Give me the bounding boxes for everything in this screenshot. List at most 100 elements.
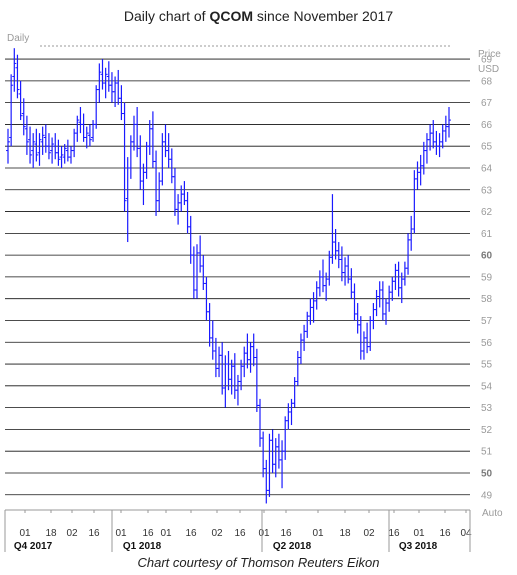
ohlc-bar [217, 346, 222, 378]
ohlc-bar [311, 292, 316, 323]
ohlc-bar [402, 261, 407, 286]
ohlc-bar [298, 333, 303, 365]
ohlc-bar [154, 150, 159, 216]
ohlc-bar [245, 333, 250, 369]
ohlc-bar [223, 355, 228, 408]
title-prefix: Daily chart of [123, 8, 210, 24]
x-tick-label: 16 [280, 528, 292, 539]
ohlc-bar [327, 250, 332, 286]
x-tick-label: 16 [142, 528, 154, 539]
ohlc-bar [109, 72, 114, 103]
periodicity-label[interactable]: Daily [7, 33, 29, 44]
y-tick-label: 60 [481, 251, 493, 262]
ohlc-bar [396, 261, 401, 297]
ohlc-bars [6, 48, 451, 504]
ohlc-bar [122, 102, 127, 212]
ohlc-bar [106, 61, 111, 92]
auto-scale-toggle[interactable]: Auto [482, 508, 503, 519]
y-tick-label: 54 [481, 381, 493, 392]
ohlc-bar [421, 141, 426, 175]
ohlc-bar [65, 139, 70, 162]
ohlc-bar [103, 67, 108, 99]
ohlc-bar [286, 403, 291, 430]
title-ticker: QCOM [209, 8, 254, 24]
ohlc-bar [390, 276, 395, 301]
ohlc-bar [226, 350, 231, 391]
ohlc-bar [34, 128, 39, 162]
y-tick-label: 67 [481, 98, 493, 109]
ohlc-bar [166, 133, 171, 168]
y-tick-label: 55 [481, 360, 493, 371]
ohlc-bar [141, 163, 146, 206]
ohlc-bar [424, 133, 429, 164]
title-suffix: since November 2017 [253, 8, 394, 24]
ohlc-bar [94, 85, 99, 129]
x-tick-label: 01 [258, 528, 270, 539]
y-tick-label: 68 [481, 76, 493, 87]
ohlc-bar [437, 133, 442, 158]
ohlc-bar [273, 438, 278, 478]
ohlc-bar [377, 281, 382, 308]
ohlc-bar [37, 133, 42, 166]
ohlc-bar [18, 80, 23, 121]
ohlc-bar [418, 154, 423, 186]
y-tick-label: 52 [481, 425, 493, 436]
ohlc-bar [179, 185, 184, 212]
ohlc-bar [207, 303, 212, 347]
ohlc-bar [251, 333, 256, 367]
ohlc-bar [56, 139, 61, 166]
x-tick-label: 01 [19, 528, 31, 539]
x-tick-label: 18 [45, 528, 57, 539]
y-tick-label: 65 [481, 142, 493, 153]
ohlc-bar [160, 133, 165, 186]
ohlc-bar [235, 374, 240, 406]
ohlc-bar [147, 120, 152, 155]
ohlc-bar [62, 144, 67, 164]
ohlc-bar [302, 324, 307, 351]
quarter-label: Q4 2017 [14, 541, 53, 552]
y-tick-label: 61 [481, 229, 493, 240]
x-tick-label: 16 [388, 528, 400, 539]
ohlc-bar [191, 246, 196, 299]
ohlc-bar [317, 270, 322, 297]
price-axis: 49 50 51 52 53 54 55 56 57 58 59 60 61 62 63 64 65 66 67 68… [481, 55, 493, 502]
ohlc-bar [321, 259, 325, 293]
y-tick-label: 69 [481, 55, 493, 66]
ohlc-bar [150, 111, 155, 168]
ohlc-bar [349, 268, 354, 299]
date-axis: 01 18 02 16 01 16 01 16 02 16 01 16 01 18 02 16 01 16 04 Q4… [4, 510, 472, 552]
x-tick-label: 18 [339, 528, 351, 539]
y-tick-label: 64 [481, 163, 493, 174]
ohlc-bar [43, 124, 48, 153]
ohlc-bar [308, 298, 313, 325]
currency-label: USD [478, 64, 499, 75]
ohlc-bar [295, 350, 300, 386]
ohlc-bar [50, 137, 55, 164]
x-tick-label: 02 [66, 528, 78, 539]
y-tick-label: 53 [481, 403, 493, 414]
ohlc-bar [15, 54, 20, 99]
ohlc-bar [361, 331, 366, 360]
ohlc-bar [443, 115, 448, 142]
x-tick-label: 02 [211, 528, 223, 539]
y-tick-label: 58 [481, 294, 493, 305]
price-label: Price [478, 49, 501, 60]
x-tick-label: 02 [363, 528, 375, 539]
ohlc-bar [46, 133, 51, 160]
y-tick-label: 50 [481, 468, 493, 479]
ohlc-bar [59, 146, 64, 168]
chart-caption: Chart courtesy of Thomson Reuters Eikon [137, 555, 380, 570]
ohlc-bar [201, 255, 206, 290]
ohlc-bar [283, 416, 288, 460]
ohlc-bar [254, 348, 259, 412]
ohlc-bar [374, 289, 379, 317]
ohlc-bar [371, 303, 376, 330]
ohlc-bar [169, 148, 174, 184]
ohlc-bar [12, 48, 17, 92]
ohlc-bar [242, 346, 247, 378]
ohlc-bar [365, 322, 370, 354]
ohlc-bar [261, 431, 266, 478]
ohlc-bar [176, 194, 181, 225]
y-tick-label: 56 [481, 338, 493, 349]
ohlc-bar [380, 281, 385, 321]
